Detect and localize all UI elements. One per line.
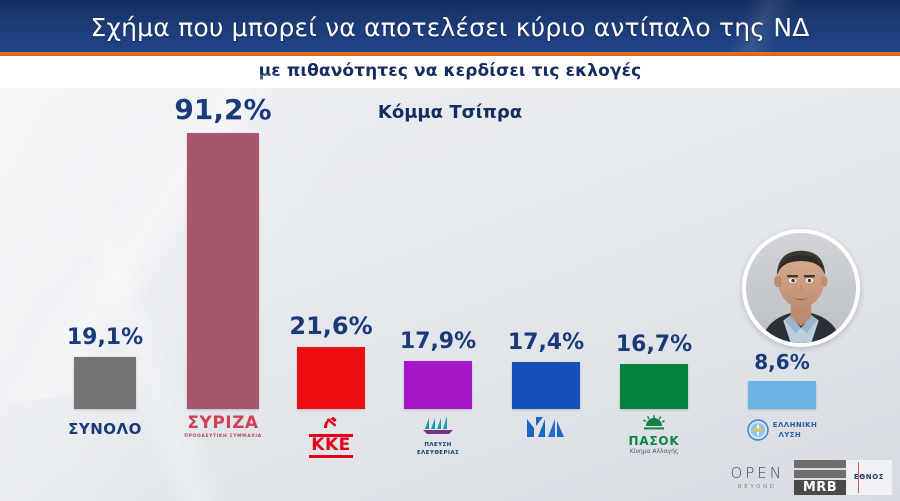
mrb-logo: MRB: [794, 459, 846, 495]
series-title: Κόμμα Τσίπρα: [377, 102, 523, 123]
elliniki-lysi-logo-text: ΕΛΛΗΝΙΚΗ ΛΥΣΗ: [772, 420, 818, 440]
bar-group: 19,1% ΣΥΝΟΛΟ: [67, 325, 143, 438]
open-logo-subtitle: BEYOND: [737, 484, 777, 490]
bar-group: 17,4% ΝΔ: [508, 330, 584, 437]
syriza-logo-text: ΣΥΡΙΖΑ: [187, 413, 259, 433]
compass-icon: [747, 419, 769, 441]
party-logo: ΠΛΕΥΣΗ ΕΛΕΥΘΕΡΙΑΣ: [384, 415, 492, 467]
bar: [404, 361, 472, 409]
mrb-bar-decoration: [794, 459, 846, 468]
nd-logo: ΝΔ: [525, 415, 567, 443]
mrb-bar-decoration: [794, 469, 846, 478]
page-subtitle: με πιθανότητες να κερδίσει τις εκλογές: [258, 61, 642, 81]
pasok-logo-text: ΠΑΣΟΚ: [628, 434, 680, 448]
mrb-logo-text: MRB: [794, 479, 846, 495]
pasok-logo: ΠΑΣΟΚ Κίνημα Αλλαγής: [628, 415, 679, 455]
open-logo-word: OPEN: [730, 464, 784, 482]
bar-value-label: 17,9%: [399, 329, 477, 354]
party-logo: ΣΥΡΙΖΑ ΠΡΟΟΔΕΥΤΙΚΗ ΣΥΜΜΑΧΙΑ: [169, 415, 277, 467]
bar: [512, 362, 580, 409]
elliniki-lysi-logo: ΕΛΛΗΝΙΚΗ ΛΥΣΗ: [747, 419, 817, 441]
bar: [748, 381, 816, 409]
bar-group: 21,6% KKE: [289, 312, 373, 458]
syriza-logo-subtitle: ΠΡΟΟΔΕΥΤΙΚΗ ΣΥΜΜΑΧΙΑ: [184, 434, 262, 439]
footer-branding: OPEN BEYOND MRB ΕΘΝΟΣ: [730, 457, 892, 497]
bar-value-label: 19,1%: [66, 325, 144, 350]
portrait-photo: [746, 233, 856, 343]
kke-logo: KKE: [309, 415, 353, 458]
syriza-logo: ΣΥΡΙΖΑ ΠΡΟΟΔΕΥΤΙΚΗ ΣΥΜΜΑΧΙΑ: [184, 413, 262, 440]
plefsi-eleftherias-logo: ΠΛΕΥΣΗ ΕΛΕΥΘΕΡΙΑΣ: [417, 415, 459, 458]
nd-mark-icon: [527, 417, 564, 437]
party-logo: ΣΥΝΟΛΟ: [51, 415, 159, 467]
kke-logo-text: KKE: [309, 434, 353, 458]
bar: [74, 357, 136, 409]
party-logo: KKE: [277, 415, 385, 467]
header-sheen-decoration: [660, 0, 860, 52]
bar: [297, 347, 365, 409]
header-bar: Σχήμα που μπορεί να αποτελέσει κύριο αντ…: [0, 0, 900, 56]
page-title: Σχήμα που μπορεί να αποτελέσει κύριο αντ…: [90, 13, 810, 42]
bar-value-label: 8,6%: [754, 350, 810, 374]
bar-value-label: 21,6%: [289, 312, 373, 340]
bar: [187, 133, 259, 409]
mrb-ethnos-logo: MRB ΕΘΝΟΣ: [794, 459, 892, 495]
sailboat-icon: [423, 416, 453, 434]
party-logo: ΕΛΛΗΝΙΚΗ ΛΥΣΗ: [728, 415, 836, 467]
bar-group: 17,9% ΠΛΕΥΣΗ ΕΛΕΥΘΕΡΙΑΣ: [400, 329, 476, 456]
bar-group: 91,2% ΣΥΡΙΖΑ ΠΡΟΟΔΕΥΤΙΚΗ ΣΥΜΜΑΧΙΑ: [174, 93, 271, 439]
green-sun-icon: [643, 415, 665, 430]
bar-group: 16,7% ΠΑΣΟΚ Κίνημα Αλλαγής: [616, 332, 692, 455]
bar-value-label: 91,2%: [174, 93, 272, 126]
party-logo: ΠΑΣΟΚ Κίνημα Αλλαγής: [600, 415, 708, 467]
bar: [620, 364, 688, 409]
bar-plot: 19,1% ΣΥΝΟΛΟ 91,2% ΣΥΡΙΖΑ ΠΡΟΟΔΕΥΤΙΚΗ ΣΥΜΜ…: [0, 88, 900, 501]
hammer-sickle-icon: [324, 416, 337, 428]
plefsi-logo-text: ΠΛΕΥΣΗ ΕΛΕΥΘΕΡΙΑΣ: [416, 442, 460, 457]
party-label-synolo: ΣΥΝΟΛΟ: [68, 420, 142, 438]
open-beyond-logo: OPEN BEYOND: [730, 464, 784, 490]
pasok-logo-subtitle: Κίνημα Αλλαγής: [629, 448, 679, 455]
bar-value-label: 17,4%: [507, 330, 585, 355]
party-logo: ΝΔ: [492, 415, 600, 467]
ethnos-logo-text: ΕΘΝΟΣ: [846, 459, 892, 495]
bar-value-label: 16,7%: [615, 332, 693, 357]
subtitle-band: με πιθανότητες να κερδίσει τις εκλογές: [0, 56, 900, 88]
bar-group: 8,6% ΕΛΛΗΝΙΚΗ ΛΥΣΗ: [747, 350, 817, 441]
chart-area: Κόμμα Τσίπρα: [0, 88, 900, 501]
avatar: [742, 229, 860, 347]
